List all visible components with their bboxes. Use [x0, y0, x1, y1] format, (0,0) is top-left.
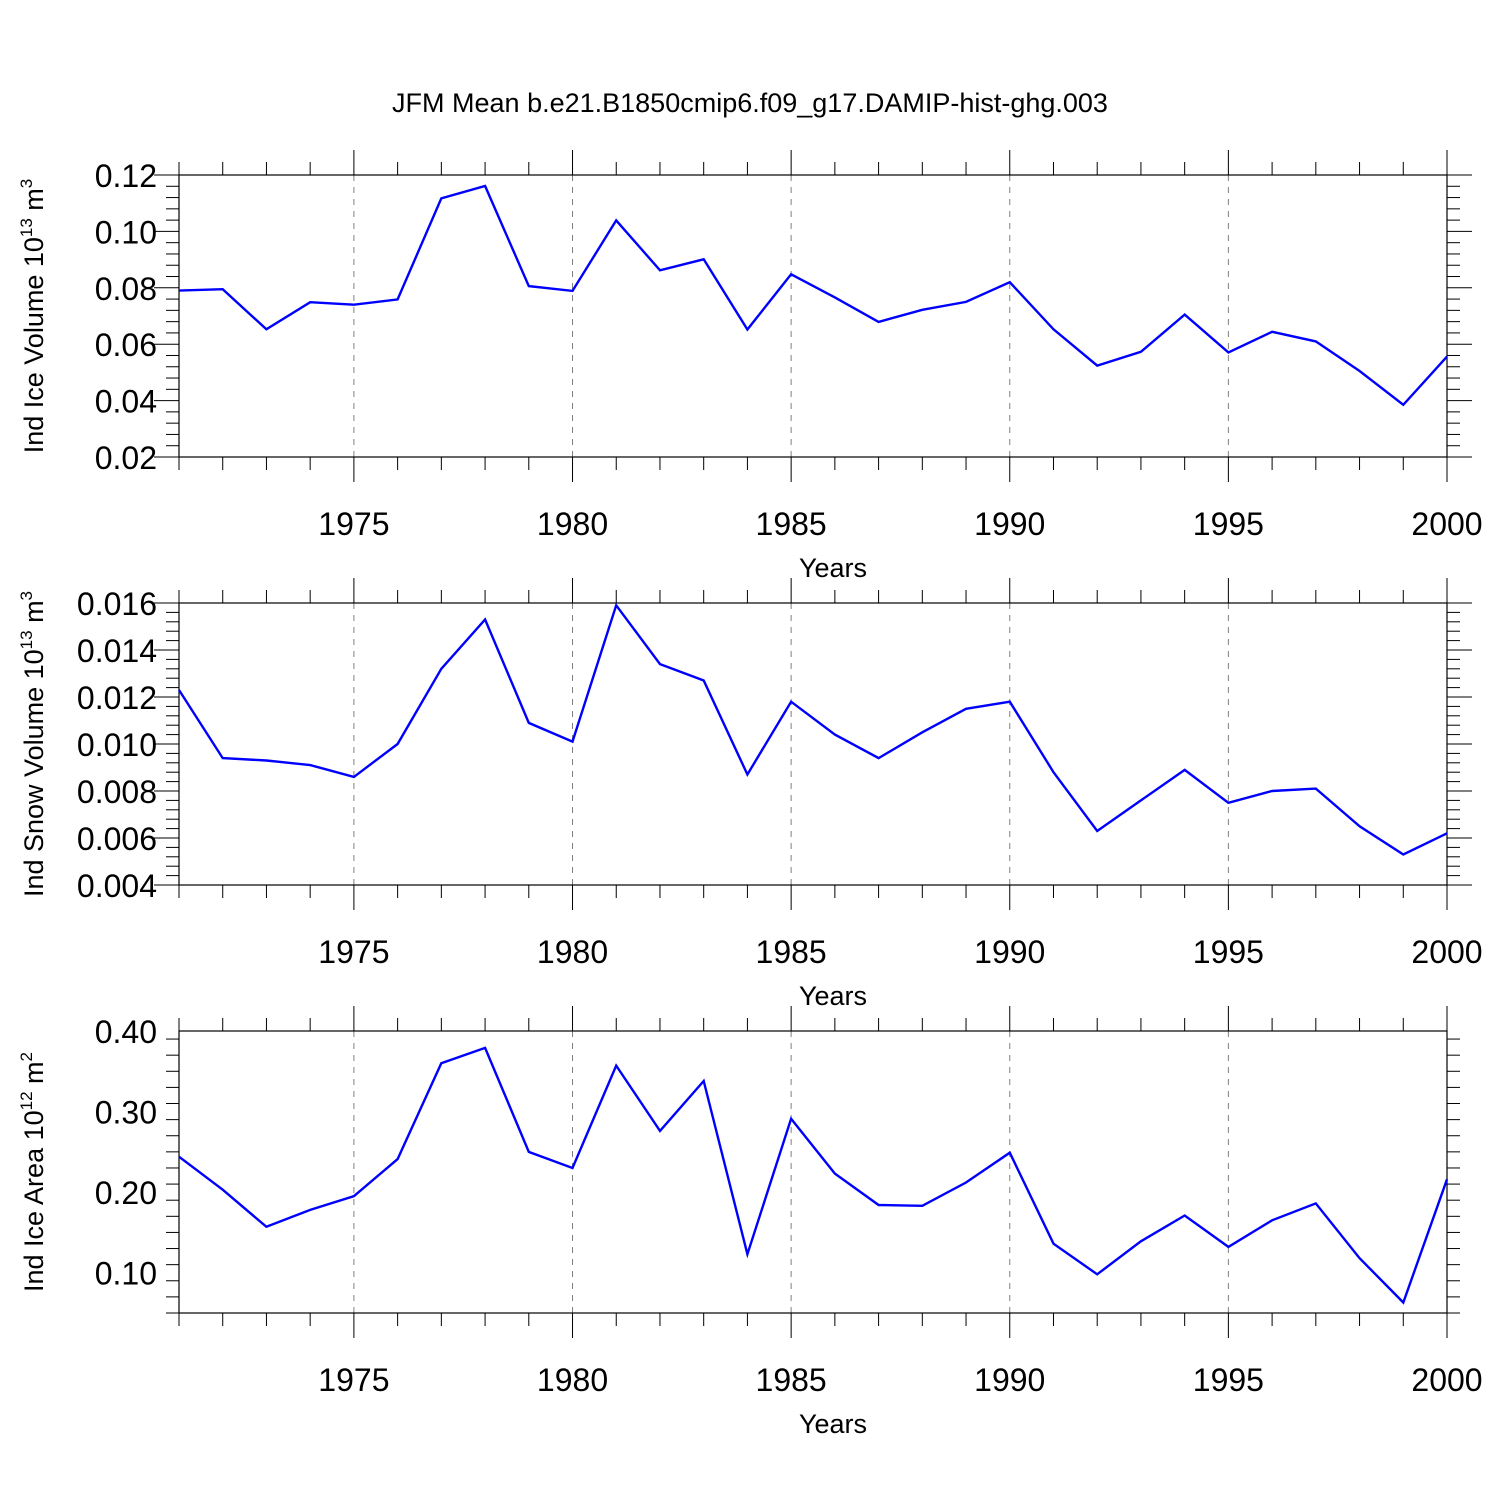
panel-3: 0.10 0.20 0.30 0.40 1975 1980 1985 1990 1995 2000… — [17, 1006, 1483, 1439]
x-axis-title: Years — [799, 981, 867, 1011]
x-tick-label: 1975 — [318, 506, 389, 542]
x-tick-label: 1995 — [1193, 934, 1264, 970]
plot-frame — [178, 1030, 1448, 1314]
x-tick-label: 1995 — [1193, 506, 1264, 542]
y-tick-label: 0.30 — [95, 1095, 157, 1131]
y-axis-title: Ind Ice Area 1012 m2 — [17, 1052, 49, 1292]
y-tick-label: 0.014 — [77, 633, 157, 669]
y-tick-label: 0.02 — [95, 440, 157, 476]
series-line — [177, 602, 1448, 856]
x-tick-label: 2000 — [1411, 934, 1482, 970]
y-tick-label: 0.008 — [77, 774, 157, 810]
x-tick-label: 1975 — [318, 934, 389, 970]
y-tick-label: 0.08 — [95, 271, 157, 307]
y-tick-label: 0.10 — [95, 1256, 157, 1292]
y-axis-title: Ind Ice Volume 1013 m3 — [17, 179, 49, 454]
y-tick-label: 0.40 — [95, 1014, 157, 1050]
plot-frame — [178, 602, 1448, 886]
figure-title: JFM Mean b.e21.B1850cmip6.f09_g17.DAMIP-… — [392, 88, 1108, 118]
x-tick-label: 1985 — [756, 506, 827, 542]
x-tick-label: 1975 — [318, 1362, 389, 1398]
x-axis-title: Years — [799, 553, 867, 583]
panels: 0.02 0.04 0.06 0.08 0.10 0.12 1975 1980 1985 1990… — [17, 150, 1483, 1439]
y-tick-label: 0.20 — [95, 1175, 157, 1211]
x-tick-label: 1995 — [1193, 1362, 1264, 1398]
x-tick-label: 2000 — [1411, 1362, 1482, 1398]
x-tick-label: 1980 — [537, 934, 608, 970]
panel-1: 0.02 0.04 0.06 0.08 0.10 0.12 1975 1980 1985 1990… — [17, 150, 1483, 583]
y-axis-title: Ind Snow Volume 1013 m3 — [17, 591, 49, 897]
y-tick-label: 0.04 — [95, 384, 157, 420]
y-tick-label: 0.010 — [77, 727, 157, 763]
x-tick-label: 1980 — [537, 506, 608, 542]
plot-frame — [178, 174, 1448, 458]
x-tick-label: 1985 — [756, 934, 827, 970]
panel-2: 0.004 0.006 0.008 0.010 0.012 0.014 0.016 1975 1… — [17, 578, 1483, 1011]
x-axis-title: Years — [799, 1409, 867, 1439]
y-tick-label: 0.012 — [77, 680, 157, 716]
x-tick-label: 1990 — [974, 1362, 1045, 1398]
x-tick-label: 1985 — [756, 1362, 827, 1398]
x-tick-label: 1990 — [974, 506, 1045, 542]
series-line — [178, 184, 1448, 407]
y-tick-label: 0.006 — [77, 821, 157, 857]
y-tick-label: 0.12 — [95, 158, 157, 194]
series-line — [178, 1046, 1449, 1305]
y-tick-label: 0.004 — [77, 868, 157, 904]
y-tick-label: 0.06 — [95, 327, 157, 363]
x-tick-label: 1980 — [537, 1362, 608, 1398]
x-tick-label: 1990 — [974, 934, 1045, 970]
x-tick-label: 2000 — [1411, 506, 1482, 542]
y-tick-label: 0.10 — [95, 214, 157, 250]
y-tick-label: 0.016 — [77, 586, 157, 622]
